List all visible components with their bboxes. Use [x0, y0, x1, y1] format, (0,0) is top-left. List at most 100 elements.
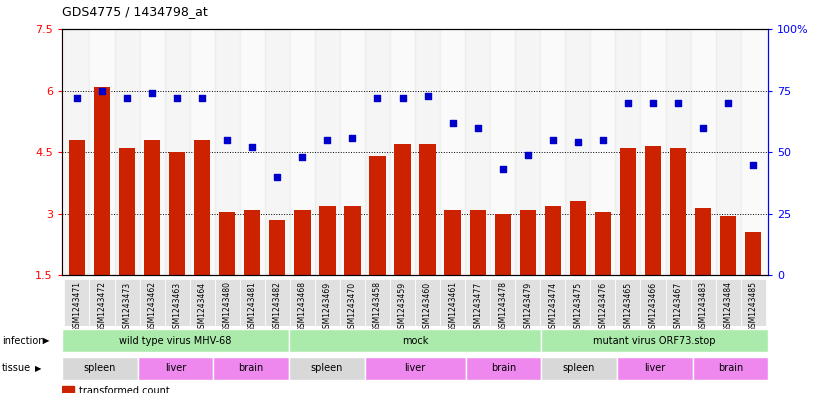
Point [221, 137, 234, 143]
Point [196, 95, 209, 101]
Bar [620, 148, 636, 275]
Text: GSM1243477: GSM1243477 [473, 281, 482, 332]
Text: GSM1243485: GSM1243485 [748, 281, 757, 332]
Bar [695, 208, 711, 275]
Text: brain: brain [718, 364, 743, 373]
Bar [520, 209, 536, 275]
Point [596, 137, 610, 143]
Text: ▶: ▶ [43, 336, 50, 345]
Text: GSM1243471: GSM1243471 [73, 281, 82, 332]
Bar [365, 279, 390, 326]
Bar [315, 279, 340, 326]
Point [546, 137, 559, 143]
Point [121, 95, 134, 101]
Bar [691, 29, 715, 275]
Bar [540, 279, 565, 326]
Bar [666, 29, 691, 275]
Bar [591, 279, 615, 326]
Bar [565, 279, 591, 326]
Text: GSM1243476: GSM1243476 [598, 281, 607, 332]
Bar [394, 144, 411, 275]
Point [170, 95, 183, 101]
Bar [62, 357, 138, 380]
Text: liver: liver [165, 364, 186, 373]
Text: GSM1243462: GSM1243462 [148, 281, 157, 332]
Bar [169, 152, 185, 275]
Bar [440, 29, 465, 275]
Text: GSM1243460: GSM1243460 [423, 281, 432, 332]
Point [672, 100, 685, 106]
Text: transformed count: transformed count [79, 386, 170, 393]
Text: GSM1243467: GSM1243467 [673, 281, 682, 332]
Bar [164, 29, 190, 275]
Bar [715, 29, 741, 275]
Bar [420, 144, 436, 275]
Bar [692, 357, 768, 380]
Bar [294, 209, 311, 275]
Text: GSM1243463: GSM1243463 [173, 281, 182, 332]
Point [271, 174, 284, 180]
Point [647, 100, 660, 106]
Bar [215, 29, 240, 275]
Bar [240, 29, 265, 275]
Bar [415, 279, 440, 326]
Bar [119, 148, 135, 275]
Bar [469, 209, 486, 275]
Bar [390, 279, 415, 326]
Bar [138, 357, 213, 380]
Text: mock: mock [402, 336, 428, 346]
Bar [140, 279, 164, 326]
Text: spleen: spleen [563, 364, 596, 373]
Text: ▶: ▶ [35, 364, 41, 373]
Bar [666, 279, 691, 326]
Text: GSM1243461: GSM1243461 [449, 281, 457, 332]
Bar [190, 29, 215, 275]
Text: GSM1243484: GSM1243484 [724, 281, 733, 332]
Text: GSM1243469: GSM1243469 [323, 281, 332, 332]
Bar [62, 386, 74, 393]
Text: GSM1243480: GSM1243480 [223, 281, 232, 332]
Bar [465, 279, 490, 326]
Point [70, 95, 83, 101]
Bar [244, 209, 260, 275]
Text: spleen: spleen [83, 364, 116, 373]
Bar [140, 29, 164, 275]
Bar [89, 29, 115, 275]
Bar [215, 279, 240, 326]
Text: brain: brain [239, 364, 263, 373]
Bar [615, 279, 640, 326]
Bar [415, 29, 440, 275]
Point [747, 162, 760, 168]
Bar [190, 279, 215, 326]
Text: GSM1243458: GSM1243458 [373, 281, 382, 332]
Bar [541, 329, 768, 353]
Bar [164, 279, 190, 326]
Text: infection: infection [2, 336, 44, 346]
Bar [265, 29, 290, 275]
Bar [340, 29, 365, 275]
Bar [320, 206, 335, 275]
Bar [466, 357, 541, 380]
Bar [115, 279, 140, 326]
Bar [64, 29, 89, 275]
Point [621, 100, 634, 106]
Bar [194, 140, 211, 275]
Bar [69, 140, 85, 275]
Bar [595, 212, 611, 275]
Point [346, 134, 359, 141]
Text: GSM1243474: GSM1243474 [548, 281, 558, 332]
Bar [265, 279, 290, 326]
Bar [390, 29, 415, 275]
Bar [544, 206, 561, 275]
Bar [64, 279, 89, 326]
Text: liver: liver [644, 364, 665, 373]
Bar [640, 279, 666, 326]
Bar [440, 279, 465, 326]
Text: brain: brain [491, 364, 516, 373]
Point [521, 152, 534, 158]
Bar [344, 206, 361, 275]
Bar [591, 29, 615, 275]
Text: GSM1243470: GSM1243470 [348, 281, 357, 332]
Bar [541, 357, 617, 380]
Bar [490, 29, 515, 275]
